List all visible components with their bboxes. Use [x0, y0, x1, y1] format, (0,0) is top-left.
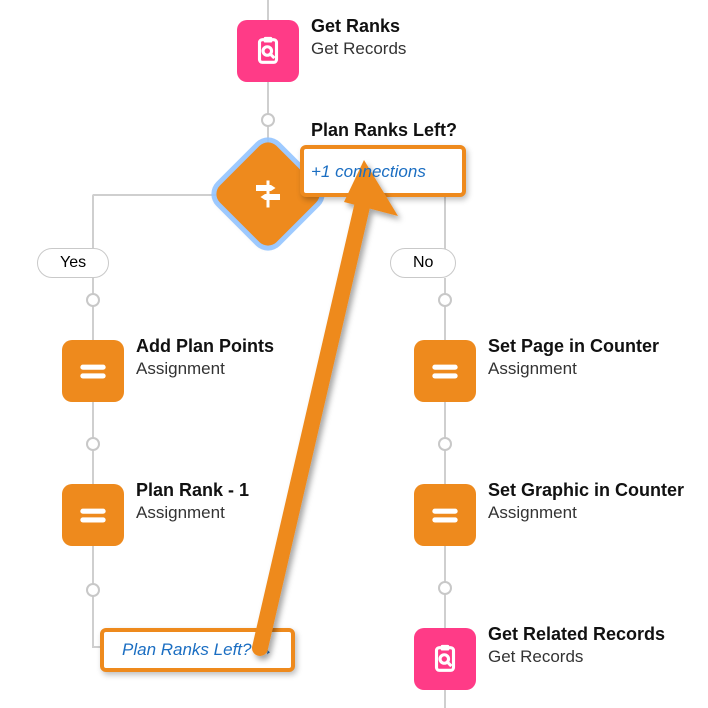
equals-icon — [426, 496, 464, 534]
equals-icon — [426, 352, 464, 390]
node-subtitle: Assignment — [488, 358, 659, 379]
equals-icon — [74, 352, 112, 390]
connections-link[interactable]: +1 connections — [311, 161, 426, 182]
connector-dot — [261, 113, 275, 127]
node-title: Set Page in Counter — [488, 335, 659, 358]
clipboard-search-icon — [428, 642, 462, 676]
connector-dot — [438, 293, 452, 307]
connector — [444, 278, 446, 340]
decision-node[interactable] — [228, 154, 308, 234]
branch-no-pill[interactable]: No — [390, 248, 456, 278]
connector — [92, 194, 94, 254]
connections-overlay: +1 connections — [311, 161, 426, 182]
flow-canvas: Get Ranks Get Records Plan Ranks Left? D… — [0, 0, 708, 708]
set-graphic-counter-node[interactable] — [414, 484, 476, 546]
connector — [444, 690, 446, 708]
signpost-icon — [250, 176, 286, 212]
connector — [444, 194, 446, 254]
connector-dot — [86, 583, 100, 597]
node-title: Get Ranks — [311, 15, 406, 38]
connector-dot — [86, 293, 100, 307]
arrow-right-icon: → — [256, 640, 273, 659]
node-subtitle: Assignment — [136, 502, 249, 523]
get-ranks-node[interactable] — [237, 20, 299, 82]
set-graphic-counter-label: Set Graphic in Counter Assignment — [488, 479, 684, 523]
node-title: Plan Rank - 1 — [136, 479, 249, 502]
get-ranks-label: Get Ranks Get Records — [311, 15, 406, 59]
plan-rank-minus-node[interactable] — [62, 484, 124, 546]
get-related-records-node[interactable] — [414, 628, 476, 690]
connector — [92, 628, 94, 648]
branch-yes-pill[interactable]: Yes — [37, 248, 109, 278]
node-subtitle: Get Records — [488, 646, 665, 667]
connector-dot — [438, 581, 452, 595]
connector — [267, 0, 269, 20]
pill-label: No — [413, 254, 433, 271]
connector — [93, 194, 228, 196]
node-subtitle: Get Records — [311, 38, 406, 59]
plan-rank-minus-label: Plan Rank - 1 Assignment — [136, 479, 249, 523]
loop-back-label: Plan Ranks Left? — [122, 640, 251, 659]
add-plan-points-node[interactable] — [62, 340, 124, 402]
loop-back-pill[interactable]: Plan Ranks Left? → — [100, 628, 295, 672]
node-title: Plan Ranks Left? — [311, 119, 457, 142]
add-plan-points-label: Add Plan Points Assignment — [136, 335, 274, 379]
clipboard-search-icon — [251, 34, 285, 68]
get-related-records-label: Get Related Records Get Records — [488, 623, 665, 667]
pill-label: Yes — [60, 254, 86, 271]
equals-icon — [74, 496, 112, 534]
node-title: Get Related Records — [488, 623, 665, 646]
node-subtitle: Assignment — [136, 358, 274, 379]
node-title: Set Graphic in Counter — [488, 479, 684, 502]
set-page-counter-label: Set Page in Counter Assignment — [488, 335, 659, 379]
node-subtitle: Assignment — [488, 502, 684, 523]
set-page-counter-node[interactable] — [414, 340, 476, 402]
connector-dot — [438, 437, 452, 451]
connector-dot — [86, 437, 100, 451]
node-title: Add Plan Points — [136, 335, 274, 358]
connector — [92, 278, 94, 340]
